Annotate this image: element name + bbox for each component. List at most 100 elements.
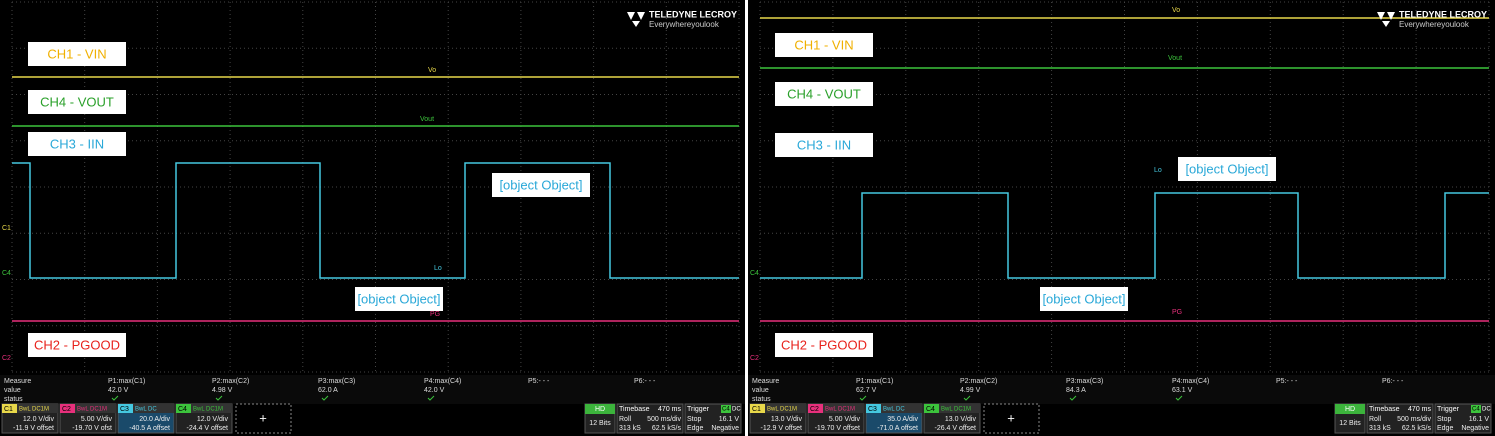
channel-bw: BwL [193,407,205,413]
channel-offset: -12.9 V offset [760,425,802,432]
channel-head [2,404,58,413]
channel-coupling: DC1M [780,407,797,413]
trace-tag: Vout [1168,55,1182,62]
trigger-label: Trigger [687,406,710,413]
edge-tag: C4 [2,270,11,277]
channel-coupling: DC1M [90,407,107,413]
timebase-label: Timebase [1369,406,1400,413]
channel-offset: -40.5 A offset [129,425,170,432]
channel-label: CH2 - PGOOD [34,337,120,352]
hd-head [585,404,615,414]
channel-label: CH3 - IIN [797,137,851,152]
timebase-samples: 313 kS [1369,425,1391,432]
measure-header: P6:- - - [634,378,656,385]
channel-chip [924,404,939,413]
brand-logo [627,12,645,27]
channel-offset: -24.4 V offset [186,425,228,432]
measure-header: P3:max(C3) [318,378,355,385]
channel-coupling: DC1M [954,407,971,413]
channel-coupling: DC [896,407,905,413]
channel-label: CH4 - VOUT [40,94,114,109]
channel-offset: -11.9 V offset [13,425,54,432]
measure-status: status [752,396,771,403]
timebase-box [616,403,684,434]
channel-chip [750,404,765,413]
trigger-type: Edge [1437,425,1453,432]
channel-head [176,404,232,413]
timebase-box [1366,403,1434,434]
brand-logo [1377,12,1395,27]
status-check [1175,395,1183,401]
channel-coupling: DC1M [206,407,223,413]
channel-label: [object Object] [499,177,582,192]
trigger-level: 16.1 V [719,416,740,423]
label-box [1178,157,1276,181]
measure-header: Measure [4,378,31,385]
channel-bw: BwL [941,407,953,413]
trace-tag: Vo [428,67,436,74]
measure-area [0,375,745,404]
measure-area [748,375,1495,404]
measure-value: 4.99 V [960,387,981,394]
add-button[interactable] [235,403,292,434]
iin-trace [760,192,1489,279]
trace-tag: Lo [1154,167,1162,174]
measure-value: value [752,387,769,394]
measure-header: P1:max(C1) [108,378,145,385]
status-check [963,395,971,401]
channel-bw: BwL [19,407,31,413]
hd-label: HD [595,406,605,413]
channel-offset: -19.70 V ofst [72,425,112,432]
timebase-rate: 62.5 kS/s [1402,425,1432,432]
trigger-box [684,403,742,434]
channel-chip [2,404,17,413]
brand-name: TELEDYNE LECROY [649,9,737,19]
channel-scale: 5.00 V/div [81,416,113,423]
channel-label: CH4 - VOUT [787,86,861,101]
measure-value: 42.0 V [424,387,445,394]
channel-offset: -19.70 V offset [815,425,860,432]
trigger-source: C4 [722,407,730,413]
label-box [28,333,126,357]
channel-offset: -71.0 A offset [877,425,918,432]
channel-name: C4 [926,406,935,413]
channel-head [60,404,116,413]
trigger-slope: Negative [711,425,739,432]
label-box [775,133,873,157]
label-box [355,287,443,311]
channel-name: C2 [62,406,71,413]
measure-header: P2:max(C2) [960,378,997,385]
trace-tag: Lo [434,265,442,272]
measure-header: P4:max(C4) [424,378,461,385]
trace-tag: PG [430,311,440,318]
measure-value: 84.3 A [1066,387,1086,394]
edge-tag: C2 [750,355,759,362]
measure-value: 62.7 V [856,387,877,394]
trigger-coupling: DC [732,407,741,413]
channel-head [118,404,174,413]
measure-header: P2:max(C2) [212,378,249,385]
channel-label: [object Object] [1042,291,1125,306]
measure-status: status [4,396,23,403]
channel-chip [60,404,75,413]
channel-label: [object Object] [357,291,440,306]
measure-value: 42.0 V [108,387,129,394]
trigger-label: Trigger [1437,406,1460,413]
iin-trace [12,162,739,279]
channel-head [866,404,922,413]
measure-header: P4:max(C4) [1172,378,1209,385]
timebase-mode: Roll [619,416,632,423]
timebase-label: Timebase [619,406,650,413]
measure-header: P1:max(C1) [856,378,893,385]
add-button[interactable] [983,403,1040,434]
trace-tag: PG [1172,309,1182,316]
channel-head [924,404,980,413]
trigger-chip [1471,405,1481,413]
channel-label: [object Object] [1185,161,1268,176]
measure-header: P3:max(C3) [1066,378,1103,385]
timebase-div: 500 ms/div [1397,416,1431,423]
channel-coupling: DC1M [32,407,49,413]
channel-scale: 13.0 V/div [945,416,977,423]
status-check [1069,395,1077,401]
